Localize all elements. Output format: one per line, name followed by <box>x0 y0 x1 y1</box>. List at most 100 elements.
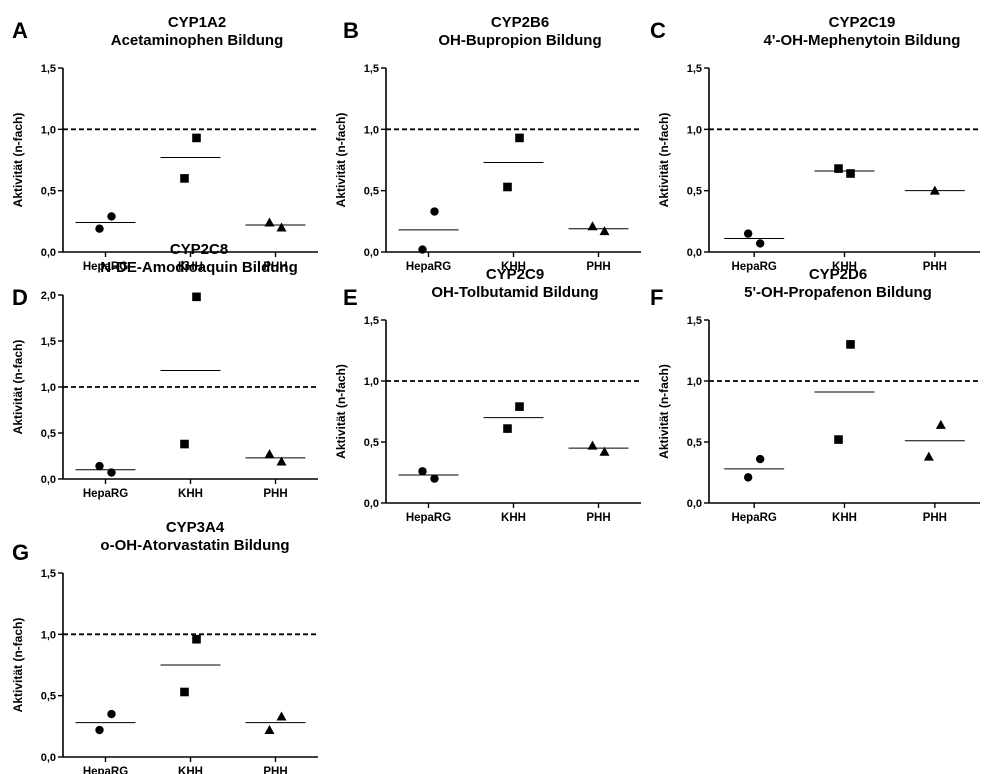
y-tick-label: 1,5 <box>41 568 56 580</box>
chart-title: CYP2D6 <box>809 266 867 283</box>
x-tick-label: HepaRG <box>731 261 776 273</box>
data-point-triangle <box>587 221 598 231</box>
y-tick-label: 1,0 <box>364 376 379 388</box>
y-tick-label: 1,0 <box>364 124 379 136</box>
data-point-circle <box>107 709 116 719</box>
x-tick-label: PHH <box>263 261 287 273</box>
x-tick-label: HepaRG <box>731 512 776 524</box>
y-tick-label: 0,5 <box>41 691 56 703</box>
y-tick-label: 1,0 <box>41 382 56 394</box>
data-point-square <box>834 435 843 444</box>
data-point-circle <box>743 473 753 482</box>
data-point-triangle <box>599 446 610 456</box>
panel-letter: B <box>343 18 359 43</box>
chart-title: CYP2C9 <box>486 266 544 283</box>
chart-title: CYP2B6 <box>491 14 549 31</box>
x-tick-label: PHH <box>586 261 610 273</box>
y-tick-label: 0,0 <box>41 752 56 764</box>
y-tick-label: 1,5 <box>41 63 56 75</box>
x-tick-label: PHH <box>923 261 947 273</box>
data-point-circle <box>95 461 104 471</box>
data-point-square <box>192 133 201 143</box>
data-point-circle <box>430 207 439 216</box>
y-tick-label: 0,0 <box>41 474 56 486</box>
y-tick-label: 1,0 <box>687 376 702 388</box>
panel-letter: E <box>343 285 358 310</box>
x-tick-label: HepaRG <box>406 512 451 524</box>
data-point-square <box>846 340 855 349</box>
y-tick-label: 1,5 <box>687 63 702 75</box>
panel-letter: D <box>12 285 28 310</box>
panel-letter: C <box>650 18 666 43</box>
chart-subtitle: 5'-OH-Propafenon Bildung <box>744 284 932 301</box>
data-point-triangle <box>599 226 610 236</box>
data-point-triangle <box>587 440 598 450</box>
x-tick-label: KHH <box>501 512 526 524</box>
panel-letter: A <box>12 18 28 43</box>
chart-title: CYP2C8 <box>170 241 228 258</box>
data-point-triangle <box>276 222 287 232</box>
chart-subtitle: 4'-OH-Mephenytoin Bildung <box>764 32 961 49</box>
chart-title: CYP1A2 <box>168 14 226 31</box>
y-axis-label: Aktivität (n-fach) <box>657 364 671 459</box>
x-tick-label: KHH <box>501 261 526 273</box>
y-axis-label: Aktivität (n-fach) <box>657 113 671 208</box>
data-point-square <box>180 174 189 183</box>
data-point-circle <box>743 229 753 238</box>
y-tick-label: 0,0 <box>364 247 379 259</box>
data-point-circle <box>418 467 427 476</box>
data-point-triangle <box>264 725 275 735</box>
data-point-square <box>846 169 855 178</box>
y-tick-label: 0,5 <box>41 428 56 440</box>
data-point-triangle <box>264 449 275 459</box>
chart-subtitle: OH-Tolbutamid Bildung <box>431 284 598 301</box>
data-point-triangle <box>923 451 934 461</box>
data-point-circle <box>107 212 116 221</box>
chart-subtitle: OH-Bupropion Bildung <box>438 32 601 49</box>
chart-subtitle: N-DE-Amodioaquin Bildung <box>100 259 297 276</box>
y-tick-label: 0,5 <box>687 186 702 198</box>
panel-letter: F <box>650 285 663 310</box>
y-tick-label: 0,5 <box>364 437 379 449</box>
data-point-circle <box>95 224 104 233</box>
y-axis-label: Aktivität (n-fach) <box>334 364 348 459</box>
data-point-circle <box>107 468 116 477</box>
x-tick-label: HepaRG <box>83 261 128 273</box>
x-tick-label: PHH <box>923 512 947 524</box>
y-tick-label: 1,5 <box>364 315 379 327</box>
y-tick-label: 0,5 <box>41 186 56 198</box>
data-point-triangle <box>264 217 275 227</box>
chart-subtitle: o-OH-Atorvastatin Bildung <box>100 537 289 554</box>
x-tick-label: HepaRG <box>83 766 128 774</box>
chart-title: CYP3A4 <box>166 519 225 536</box>
data-point-square <box>834 164 843 173</box>
y-axis-label: Aktivität (n-fach) <box>11 113 25 208</box>
x-tick-label: PHH <box>263 766 287 774</box>
data-point-circle <box>430 474 439 483</box>
data-point-triangle <box>276 711 287 721</box>
y-tick-label: 1,0 <box>41 124 56 136</box>
y-tick-label: 0,5 <box>364 186 379 198</box>
chart-title: CYP2C19 <box>829 14 896 31</box>
x-tick-label: PHH <box>263 488 287 500</box>
y-axis-label: Aktivität (n-fach) <box>11 340 25 435</box>
x-tick-label: KHH <box>178 261 203 273</box>
data-point-square <box>180 439 189 449</box>
data-point-circle <box>755 454 765 464</box>
data-point-circle <box>418 245 427 254</box>
data-point-square <box>503 182 512 192</box>
data-point-circle <box>95 725 104 735</box>
data-point-square <box>180 687 189 697</box>
x-tick-label: HepaRG <box>406 261 451 273</box>
y-tick-label: 0,0 <box>687 247 702 259</box>
y-tick-label: 0,0 <box>687 498 702 510</box>
data-point-triangle <box>935 419 946 429</box>
data-point-triangle <box>276 456 287 466</box>
